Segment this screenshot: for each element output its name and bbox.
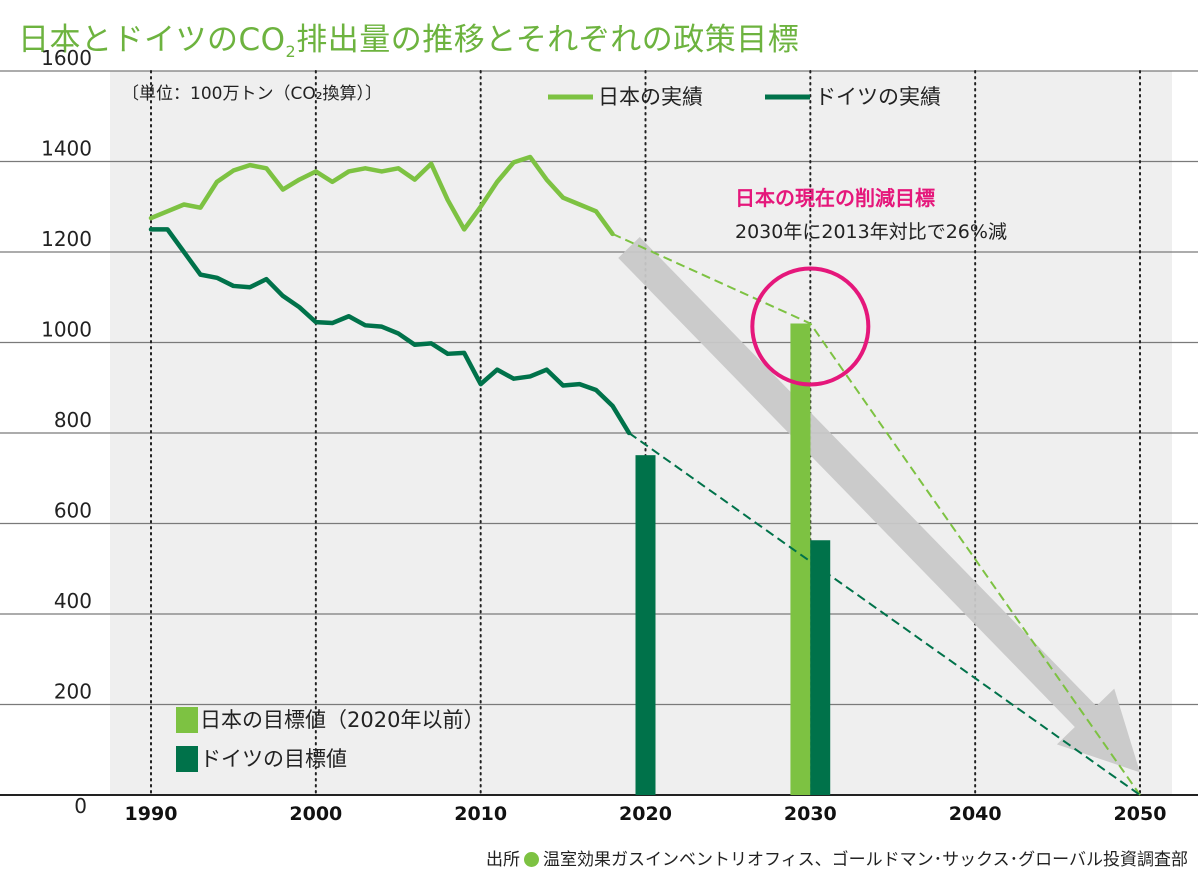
- x-tick-label: 2050: [1114, 803, 1167, 825]
- title-rest: 排出量の推移とそれぞれの政策目標: [296, 22, 800, 58]
- series-line: [148, 227, 632, 436]
- title-main: 日本とドイツのCO: [18, 22, 286, 58]
- page-title: 日本とドイツのCO2排出量の推移とそれぞれの政策目標: [18, 14, 799, 61]
- legend-line-label: ドイツの実績: [815, 85, 941, 109]
- source-text: 温室効果ガスインベントリオフィス、ゴールドマン･サックス･グローバル投資調査部: [543, 850, 1188, 870]
- y-tick-label: 1400: [41, 137, 92, 161]
- y-tick-label: 1000: [41, 318, 92, 342]
- trend-arrow-icon: [618, 237, 1140, 773]
- legend-bar-swatch: [176, 707, 198, 733]
- source-bullet-icon: [524, 852, 540, 867]
- y-tick-label: 800: [54, 408, 92, 432]
- source-prefix: 出所: [486, 850, 521, 870]
- annotation-text: 2030年に2013年対比で26%減: [735, 221, 1007, 243]
- y-tick-label: 400: [54, 589, 92, 613]
- legend-bar-swatch: [176, 746, 198, 772]
- projection-line: [612, 232, 1141, 796]
- x-tick-label: 2020: [619, 803, 672, 825]
- projection-line: [628, 432, 1141, 796]
- target-bar: [790, 323, 811, 795]
- annotation-title: 日本の現在の削減目標: [735, 186, 935, 210]
- y-tick-label: 0: [74, 794, 87, 818]
- y-tick-label: 1200: [41, 227, 92, 251]
- x-tick-label: 2010: [454, 803, 507, 825]
- target-bar: [635, 455, 656, 795]
- y-tick-label: 1600: [41, 46, 92, 70]
- x-tick-label: 2000: [289, 803, 342, 825]
- x-tick-label: 1990: [125, 803, 178, 825]
- target-bar: [810, 540, 831, 795]
- legend-bar-label: ドイツの目標値: [200, 747, 347, 771]
- legend-bar-label: 日本の目標値（2020年以前）: [200, 708, 484, 732]
- unit-label: 〔単位：100万トン（CO₂換算）〕: [122, 84, 382, 104]
- title-subscript: 2: [285, 42, 297, 62]
- y-tick-label: 600: [54, 499, 92, 523]
- y-tick-label: 200: [54, 680, 92, 704]
- x-tick-label: 2040: [949, 803, 1002, 825]
- target-highlight-circle: [750, 266, 871, 387]
- legend-line-label: 日本の実績: [598, 85, 703, 109]
- series-line: [148, 154, 615, 237]
- source-note: 出所 温室効果ガスインベントリオフィス、ゴールドマン･サックス･グローバル投資調査…: [486, 845, 1188, 870]
- x-tick-label: 2030: [784, 803, 837, 825]
